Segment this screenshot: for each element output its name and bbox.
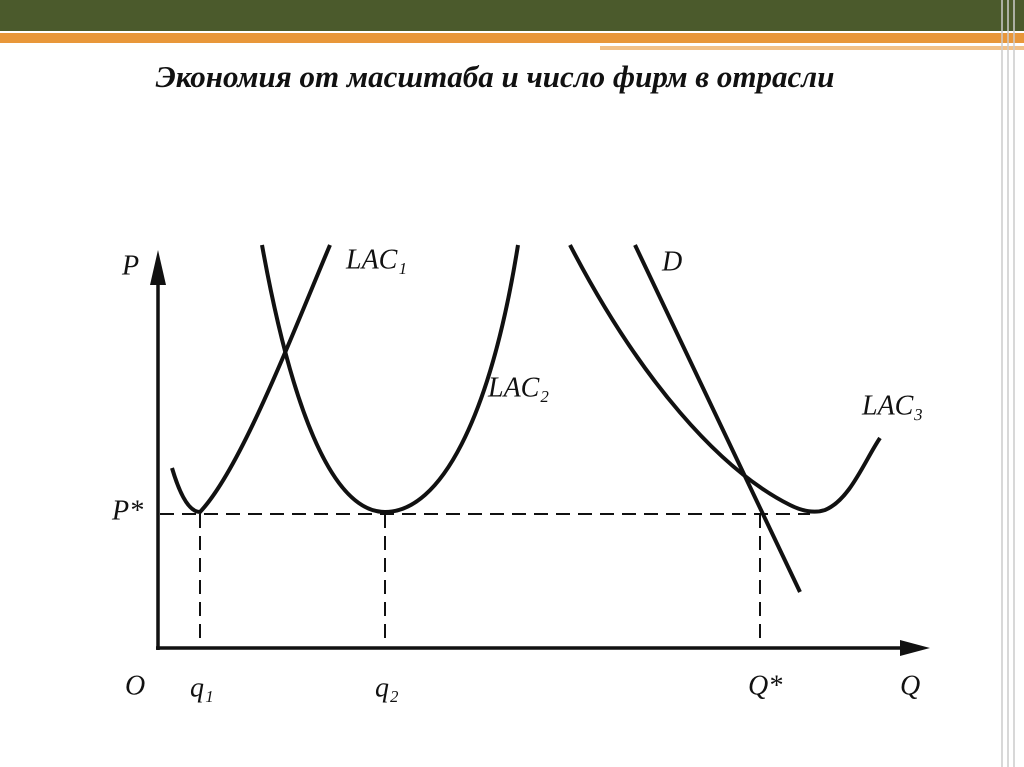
top-bar	[0, 0, 1024, 31]
x-axis-label: Q	[900, 670, 920, 701]
y-axis-label: P	[121, 250, 139, 281]
slide-title: Экономия от масштаба и число фирм в отра…	[155, 59, 835, 94]
quantity-label: q₁	[190, 672, 214, 703]
lac2-curve	[260, 244, 520, 515]
y-arrow	[150, 250, 166, 285]
lac3-curve	[568, 244, 882, 514]
quantity-label: q₂	[375, 672, 399, 703]
x-arrow	[900, 640, 930, 656]
accent-line	[600, 46, 1024, 50]
curve-label: D	[661, 246, 682, 277]
curve-label: LAC₃	[861, 390, 923, 421]
accent-bar	[0, 33, 1024, 43]
origin-label: O	[125, 670, 145, 701]
curve-label: LAC₁	[345, 244, 407, 275]
curve-label: LAC₂	[487, 372, 549, 403]
lac1-curve	[170, 244, 332, 515]
guides	[160, 513, 810, 646]
demand-line	[633, 244, 802, 593]
side-rules	[1001, 0, 1015, 767]
quantity-label: Q*	[748, 670, 782, 701]
axes	[156, 262, 915, 650]
price-label: P*	[111, 495, 143, 526]
curves	[170, 244, 882, 593]
